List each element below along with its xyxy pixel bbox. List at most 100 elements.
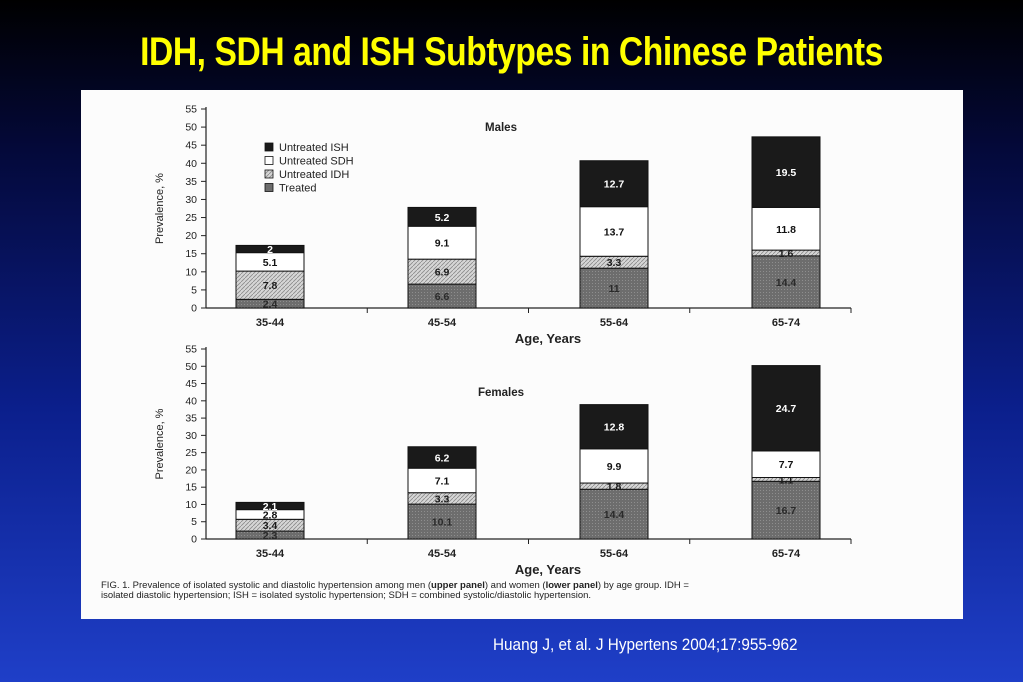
y-tick-label: 30 — [185, 430, 197, 442]
x-tick-label: 55-64 — [600, 548, 629, 560]
bar-segment-untreated-sdh — [407, 225, 477, 260]
bar-segment-untreated-sdh — [579, 206, 649, 257]
data-label: 14.4 — [776, 277, 797, 289]
y-tick-label: 15 — [185, 248, 197, 260]
bar-segment-untreated-ish — [407, 206, 477, 227]
y-tick-label: 40 — [185, 158, 197, 170]
data-label: 6.2 — [435, 452, 450, 464]
bar-segment-untreated-sdh — [751, 206, 821, 251]
data-label: 24.7 — [776, 403, 797, 415]
legend-swatch — [264, 142, 274, 152]
bar-segment-untreated-sdh — [579, 448, 649, 484]
data-label: 13.7 — [604, 226, 625, 238]
data-label: 1.6 — [779, 248, 794, 260]
y-axis-title: Prevalence, % — [154, 408, 166, 479]
bar-segment-untreated-ish — [235, 501, 305, 511]
x-axis-title: Age, Years — [515, 562, 581, 577]
bar-segment-untreated-idh — [407, 258, 477, 285]
bar-segment-untreated-ish — [235, 244, 305, 254]
data-label: 9.9 — [607, 461, 622, 473]
y-tick-label: 25 — [185, 447, 197, 459]
y-tick-label: 35 — [185, 413, 197, 425]
y-tick-label: 55 — [185, 344, 197, 356]
y-tick-label: 10 — [185, 499, 197, 511]
data-label: 3.3 — [435, 493, 450, 505]
legend-swatch — [264, 183, 274, 192]
figure-caption-line-1: FIG. 1. Prevalence of isolated systolic … — [101, 580, 689, 591]
y-tick-label: 50 — [185, 361, 197, 373]
citation: Huang J, et al. J Hypertens 2004;17:955-… — [493, 635, 798, 654]
figure-caption-line-2: isolated diastolic hypertension; ISH = i… — [101, 590, 591, 601]
data-label: 14.4 — [604, 509, 625, 521]
y-tick-label: 20 — [185, 230, 197, 242]
bar-segment-untreated-sdh — [407, 467, 477, 494]
x-tick-label: 35-44 — [256, 548, 285, 560]
data-label: 19.5 — [776, 167, 797, 179]
data-label: 2.8 — [263, 509, 278, 521]
y-tick-label: 35 — [185, 176, 197, 188]
x-tick-label: 45-54 — [428, 548, 457, 560]
chart-females: 0 5 10 15 20 25 30 35 40 45 50 55 Prevalence, % Femal… — [154, 344, 852, 577]
bar-segment-untreated-ish — [751, 365, 821, 452]
x-tick-label: 65-74 — [772, 548, 801, 560]
data-label: 6.6 — [435, 291, 450, 303]
y-tick-label: 5 — [191, 284, 197, 296]
data-label: 2.4 — [263, 299, 278, 311]
chart-males: 0 5 10 15 20 25 30 35 40 45 50 55 Prevalence, % Males… — [154, 104, 852, 346]
y-tick-label: 45 — [185, 378, 197, 390]
data-label: 5.2 — [435, 212, 450, 224]
x-tick-label: 45-54 — [428, 317, 457, 329]
legend-swatch — [264, 156, 274, 165]
x-tick-label: 55-64 — [600, 317, 629, 329]
y-tick-label: 45 — [185, 140, 197, 152]
data-label: 11 — [608, 283, 619, 295]
data-label: 2.3 — [263, 530, 278, 542]
data-label: 2.1 — [263, 501, 278, 513]
x-tick-label: 35-44 — [256, 317, 285, 329]
y-tick-label: 10 — [185, 266, 197, 278]
y-tick-label: 50 — [185, 122, 197, 134]
bar-segment-treated — [407, 503, 477, 540]
y-tick-label: 0 — [191, 303, 197, 315]
y-tick-label: 20 — [185, 464, 197, 476]
data-label: 11.8 — [776, 224, 796, 236]
data-label: 16.7 — [776, 505, 797, 517]
data-label: 2 — [267, 244, 273, 256]
bar-segment-treated — [751, 480, 821, 540]
legend-label: Untreated IDH — [279, 169, 349, 181]
bar-segment-untreated-idh — [235, 270, 305, 300]
legend-label: Untreated SDH — [279, 156, 354, 168]
y-tick-label: 0 — [191, 534, 197, 546]
y-axis-title: Prevalence, % — [154, 173, 166, 244]
panel-title: Males — [485, 122, 517, 134]
bar-segment-treated — [751, 255, 821, 309]
data-label: 7.1 — [435, 475, 450, 487]
y-tick-label: 40 — [185, 395, 197, 407]
legend-label: Treated — [279, 183, 317, 195]
data-label: 7.8 — [263, 280, 278, 292]
y-tick-label: 55 — [185, 104, 197, 116]
data-label: 6.9 — [435, 267, 450, 279]
data-label: 3.3 — [607, 257, 622, 269]
bar-segment-untreated-ish — [579, 404, 649, 450]
data-label: 7.7 — [779, 459, 794, 471]
legend-label: Untreated ISH — [279, 142, 349, 154]
x-axis-title: Age, Years — [515, 331, 581, 346]
data-label: 9.1 — [435, 238, 450, 250]
bar-segment-untreated-ish — [407, 446, 477, 469]
y-tick-label: 15 — [185, 482, 197, 494]
y-tick-label: 30 — [185, 194, 197, 206]
data-label: 12.8 — [604, 422, 625, 434]
figure-panel: 0 5 10 15 20 25 30 35 40 45 50 55 Prevalence, % Males… — [81, 90, 963, 619]
slide-title: IDH, SDH and ISH Subtypes in Chinese Pat… — [140, 30, 883, 74]
bar-segment-untreated-ish — [579, 160, 649, 208]
legend-swatch — [264, 169, 274, 179]
data-label: 10.1 — [432, 517, 453, 529]
bar-segment-untreated-ish — [751, 136, 821, 208]
data-label: 3.4 — [263, 520, 278, 532]
data-label: 1.8 — [607, 481, 622, 493]
x-tick-label: 65-74 — [772, 317, 801, 329]
y-tick-label: 25 — [185, 212, 197, 224]
